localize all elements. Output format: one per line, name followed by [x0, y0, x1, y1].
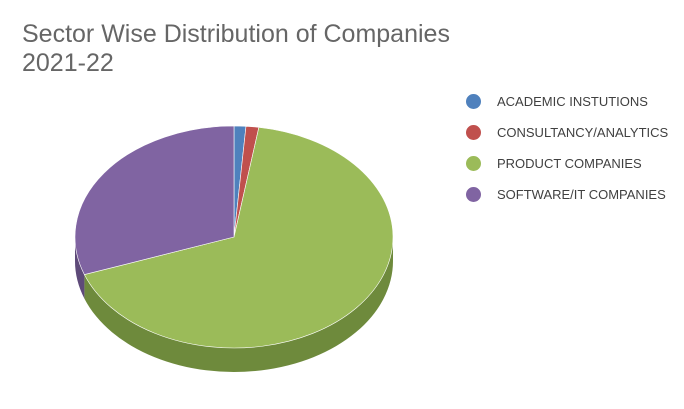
chart-title-line-1: Sector Wise Distribution of Companies [22, 20, 450, 48]
pie-side-software-it-companies [75, 237, 85, 299]
chart-title: Sector Wise Distribution of Companies 20… [22, 20, 482, 78]
legend-marker-product-companies [466, 156, 481, 171]
legend-marker-consultancy-analytics [466, 125, 481, 140]
pie-top-faces [74, 125, 394, 349]
legend-item-product-companies: PRODUCT COMPANIES [466, 148, 680, 179]
legend-label-consultancy-analytics: CONSULTANCY/ANALYTICS [497, 125, 669, 140]
legend-label-software-it-companies: SOFTWARE/IT COMPANIES [497, 187, 666, 202]
chart-title-line-2: 2021-22 [22, 49, 114, 77]
legend-item-academic-instutions: ACADEMIC INSTUTIONS [466, 86, 680, 117]
legend-label-academic-instutions: ACADEMIC INSTUTIONS [497, 94, 648, 109]
pie-side-walls [75, 237, 393, 372]
legend-item-software-it-companies: SOFTWARE/IT COMPANIES [466, 179, 680, 210]
legend-item-consultancy-analytics: CONSULTANCY/ANALYTICS [466, 117, 680, 148]
pie-side-product-companies [84, 237, 393, 372]
legend: ACADEMIC INSTUTIONS CONSULTANCY/ANALYTIC… [466, 86, 680, 210]
legend-label-product-companies: PRODUCT COMPANIES [497, 156, 642, 171]
pie-slice-software-it-companies [74, 125, 235, 275]
legend-marker-software-it-companies [466, 187, 481, 202]
pie-slice-product-companies [84, 127, 394, 349]
legend-marker-academic-instutions [466, 94, 481, 109]
